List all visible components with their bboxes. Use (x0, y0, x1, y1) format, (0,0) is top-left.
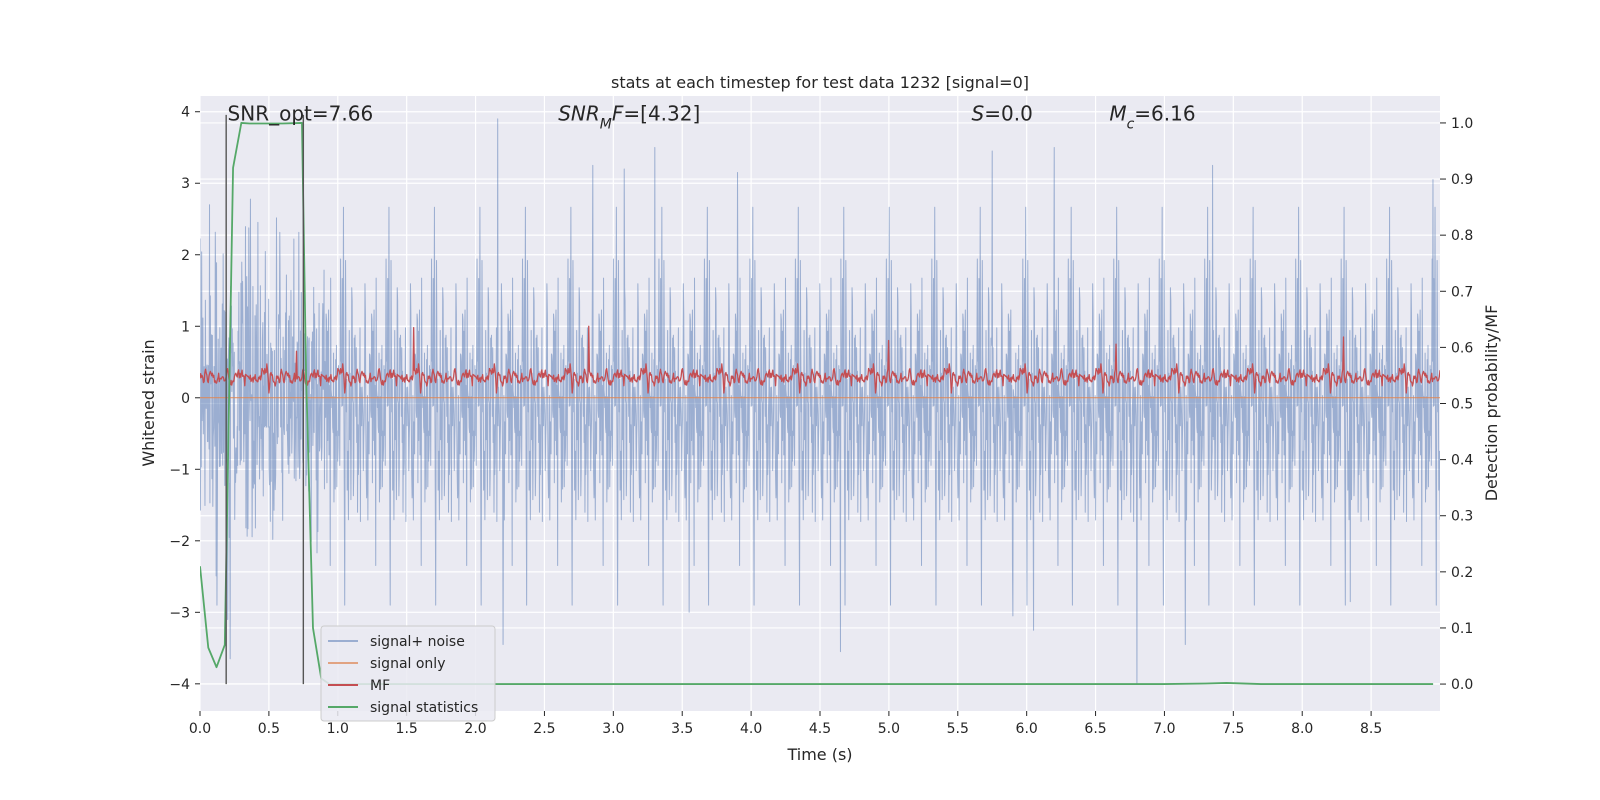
x-tick-label: 6.0 (1016, 721, 1038, 737)
y-right-tick-label: 0.3 (1451, 509, 1473, 525)
y-left-tick-label: −4 (169, 677, 190, 693)
y-right-tick-label: 0.5 (1451, 397, 1473, 413)
x-tick-label: 4.0 (740, 721, 762, 737)
legend-label: signal+ noise (370, 634, 465, 650)
x-tick-label: 2.0 (464, 721, 486, 737)
annotation-text: SNR_opt=7.66 (228, 101, 374, 125)
y-left-tick-label: 1 (181, 319, 190, 335)
annotation-part: SNR_opt=7.66 (228, 101, 374, 125)
x-tick-label: 2.5 (533, 721, 555, 737)
annotation-text: S=0.0 (972, 101, 1033, 125)
annotations: SNR_opt=7.66 SNRMF=[4.32] S=0.0 Mc=6.16 (228, 101, 1196, 132)
x-tick-label: 4.5 (809, 721, 831, 737)
y-right-tick-label: 0.8 (1451, 228, 1473, 244)
y-left-tick-label: −2 (169, 534, 190, 550)
legend-label: signal only (370, 656, 445, 672)
x-axis-ticks: 0.0 0.5 1.0 1.5 2.0 2.5 3.0 3.5 4.0 4.5 5.0 5.5 6.0 6… (189, 711, 1382, 737)
x-tick-label: 6.5 (1084, 721, 1106, 737)
y-right-tick-label: 0.2 (1451, 565, 1473, 581)
y-right-tick-label: 0.7 (1451, 284, 1473, 300)
y-left-tick-label: −3 (169, 605, 190, 621)
y-left-tick-label: 4 (181, 105, 190, 121)
grid (199, 96, 1440, 711)
y-right-tick-label: 1.0 (1451, 116, 1473, 132)
x-tick-label: 5.5 (947, 721, 969, 737)
annotation-part: =[4.32] (623, 101, 700, 125)
y-right-tick-label: 0.6 (1451, 340, 1473, 356)
x-tick-label: 5.0 (878, 721, 900, 737)
y-right-axis-ticks: 0.0 0.1 0.2 0.3 0.4 0.5 0.6 0.7 0.8 0.9 1.0 (1440, 116, 1473, 693)
legend-label: signal statistics (370, 700, 478, 716)
x-tick-label: 3.0 (602, 721, 624, 737)
y-left-axis-ticks: −4 −3 −2 −1 0 1 2 3 4 (169, 105, 200, 693)
annotation-text: Mc=6.16 (1109, 101, 1195, 132)
chart-title: stats at each timestep for test data 123… (611, 73, 1029, 92)
y-left-tick-label: 3 (181, 176, 190, 192)
annotation-part: M (1109, 101, 1126, 125)
x-tick-label: 1.5 (396, 721, 418, 737)
x-tick-label: 1.0 (327, 721, 349, 737)
y-right-tick-label: 0.1 (1451, 621, 1473, 637)
annotation-part: =0.0 (984, 101, 1033, 125)
legend-label: MF (370, 678, 390, 694)
y-right-tick-label: 0.9 (1451, 172, 1473, 188)
y-left-tick-label: 0 (181, 391, 190, 407)
vertical-lines (225, 114, 305, 685)
series-signal-statistics-line (200, 122, 1434, 685)
y-left-tick-label: 2 (181, 248, 190, 264)
x-tick-label: 3.5 (671, 721, 693, 737)
x-tick-label: 7.0 (1153, 721, 1175, 737)
annotation-text: SNRMF=[4.32] (558, 101, 700, 132)
x-tick-label: 0.5 (258, 721, 280, 737)
x-tick-label: 8.0 (1291, 721, 1313, 737)
annotation-part: S (972, 101, 985, 125)
legend-frame (320, 625, 496, 722)
annotation-part: M (600, 116, 612, 132)
annotation-part: =6.16 (1134, 101, 1195, 125)
x-tick-label: 7.5 (1222, 721, 1244, 737)
y-right-tick-label: 0.0 (1451, 677, 1473, 693)
series-layer (200, 118, 1440, 685)
x-axis-title: Time (s) (786, 745, 852, 764)
annotation-part: c (1127, 116, 1135, 132)
annotation-part: SNR (558, 101, 600, 125)
y-right-tick-label: 0.4 (1451, 453, 1473, 469)
series-mf-line (200, 325, 1440, 394)
x-tick-label: 0.0 (189, 721, 211, 737)
y-left-tick-label: −1 (169, 462, 190, 478)
x-tick-label: 8.5 (1360, 721, 1382, 737)
y-left-axis-title: Whitened strain (139, 339, 158, 466)
y-right-axis-title: Detection probability/MF (1482, 305, 1501, 502)
legend: signal+ noise signal only MF signal statist… (320, 625, 496, 722)
annotation-part: F (612, 101, 624, 125)
series-signal-noise-line (200, 118, 1440, 685)
